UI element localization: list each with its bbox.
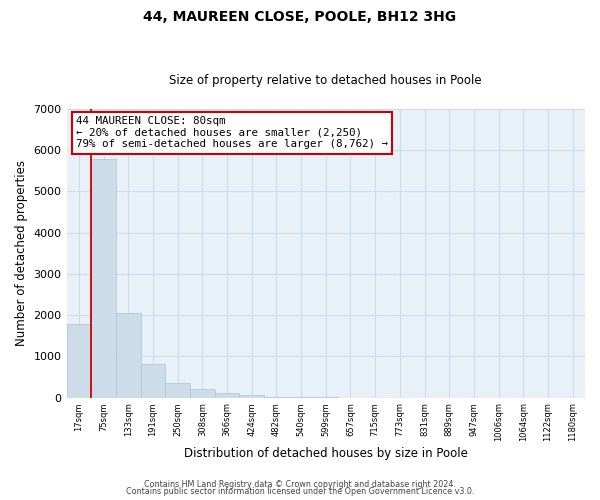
Bar — [190, 388, 215, 398]
Title: Size of property relative to detached houses in Poole: Size of property relative to detached ho… — [169, 74, 482, 87]
Bar — [215, 393, 239, 398]
Bar — [239, 396, 264, 398]
Bar — [264, 396, 289, 398]
Bar — [67, 324, 91, 398]
Text: 44, MAUREEN CLOSE, POOLE, BH12 3HG: 44, MAUREEN CLOSE, POOLE, BH12 3HG — [143, 10, 457, 24]
Text: Contains public sector information licensed under the Open Government Licence v3: Contains public sector information licen… — [126, 488, 474, 496]
Text: Contains HM Land Registry data © Crown copyright and database right 2024.: Contains HM Land Registry data © Crown c… — [144, 480, 456, 489]
Bar — [140, 364, 165, 398]
Bar — [165, 382, 190, 398]
Bar — [116, 312, 140, 398]
Y-axis label: Number of detached properties: Number of detached properties — [15, 160, 28, 346]
X-axis label: Distribution of detached houses by size in Poole: Distribution of detached houses by size … — [184, 447, 468, 460]
Bar — [91, 160, 116, 398]
Text: 44 MAUREEN CLOSE: 80sqm
← 20% of detached houses are smaller (2,250)
79% of semi: 44 MAUREEN CLOSE: 80sqm ← 20% of detache… — [76, 116, 388, 150]
